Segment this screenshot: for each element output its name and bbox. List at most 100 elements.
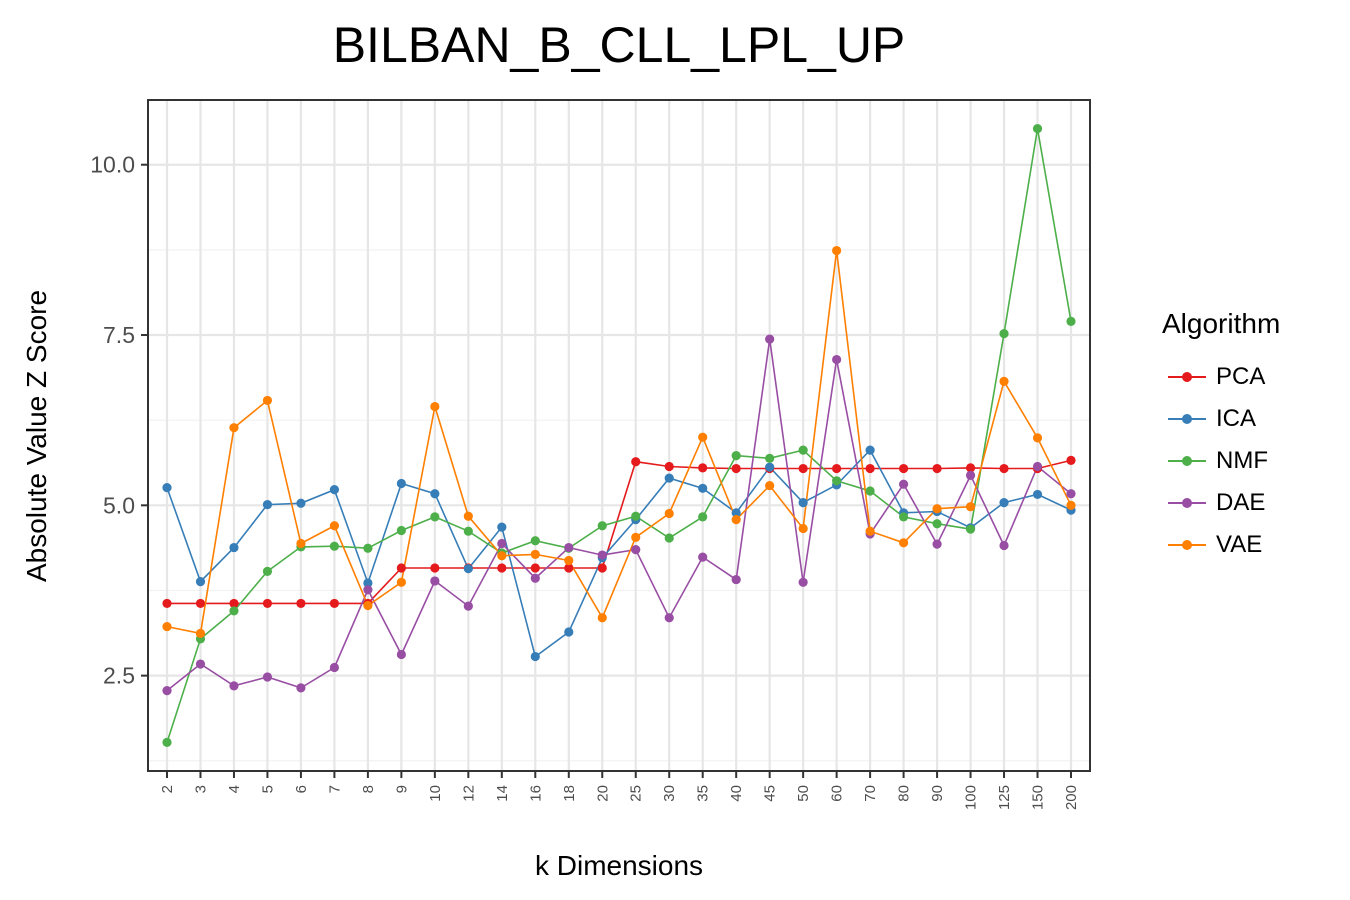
x-tick-label: 40: [728, 785, 745, 802]
x-tick-label: 50: [795, 785, 812, 802]
data-point-ica: [463, 564, 473, 574]
data-point-vae: [1032, 433, 1043, 443]
data-point-pca: [698, 463, 708, 473]
legend-item-pca: PCA: [1162, 356, 1280, 398]
x-tick-label: 16: [527, 785, 544, 802]
data-point-pca: [597, 563, 607, 573]
data-point-ica: [999, 498, 1009, 508]
legend-label: PCA: [1216, 363, 1266, 390]
data-point-dae: [597, 550, 607, 560]
data-point-dae: [564, 542, 574, 553]
data-point-pca: [530, 563, 540, 573]
data-point-vae: [765, 480, 775, 491]
data-point-dae: [497, 538, 507, 549]
data-point-dae: [329, 662, 340, 673]
data-point-ica: [296, 498, 306, 508]
x-tick-label: 4: [226, 785, 243, 793]
data-point-dae: [731, 574, 741, 585]
data-point-nmf: [329, 541, 340, 551]
data-point-vae: [296, 538, 306, 549]
legend-item-vae: VAE: [1162, 524, 1280, 566]
data-point-ica: [363, 578, 373, 588]
data-point-vae: [1066, 500, 1076, 510]
plot-background: [148, 100, 1090, 771]
data-point-ica: [765, 462, 775, 472]
data-point-ica: [162, 483, 172, 493]
x-tick-label: 125: [996, 785, 1013, 810]
data-point-pca: [898, 463, 909, 474]
legend-label: VAE: [1216, 531, 1263, 558]
data-point-pca: [664, 461, 674, 472]
data-point-dae: [530, 573, 540, 583]
data-point-nmf: [430, 512, 440, 522]
data-point-nmf: [530, 536, 540, 546]
data-point-ica: [698, 483, 708, 493]
data-point-pca: [965, 463, 976, 473]
data-point-pca: [229, 598, 239, 609]
data-point-dae: [832, 354, 842, 365]
legend-items: PCA ICA NMF DAE VAE: [1162, 356, 1280, 566]
data-point-pca: [162, 598, 172, 609]
data-point-pca: [430, 563, 440, 573]
data-point-vae: [932, 504, 942, 514]
data-point-vae: [430, 401, 440, 412]
data-point-ica: [664, 473, 674, 483]
x-tick-label: 35: [695, 785, 712, 802]
data-point-dae: [898, 479, 909, 489]
legend-item-nmf: NMF: [1162, 440, 1280, 482]
data-point-dae: [262, 672, 273, 682]
data-point-vae: [162, 621, 172, 632]
series-lines: [166, 128, 1072, 743]
data-point-nmf: [463, 526, 473, 536]
x-tick-label: 60: [829, 785, 846, 802]
x-tick-label: 9: [393, 785, 410, 793]
data-point-nmf: [765, 453, 775, 463]
x-tick-label: 25: [628, 785, 645, 802]
legend-label: ICA: [1216, 405, 1257, 432]
data-point-ica: [530, 651, 540, 662]
data-point-nmf: [229, 606, 239, 616]
data-point-ica: [497, 522, 507, 532]
legend-key-ica: [1162, 407, 1212, 431]
data-point-pca: [731, 463, 741, 474]
y-tick-label: 5.0: [103, 492, 135, 518]
data-point-pca: [195, 598, 206, 609]
data-point-nmf: [162, 737, 172, 747]
data-point-dae: [932, 539, 942, 549]
legend-key-nmf: [1162, 449, 1212, 473]
series-line-ica: [166, 448, 1072, 658]
x-tick-label: 8: [360, 785, 377, 793]
x-tick-label: 12: [460, 785, 477, 802]
data-point-vae: [229, 423, 239, 433]
data-point-dae: [296, 683, 306, 693]
legend-key-vae: [1162, 533, 1212, 557]
data-point-vae: [463, 511, 473, 521]
data-point-dae: [430, 576, 440, 586]
data-point-ica: [430, 489, 440, 499]
legend-item-dae: DAE: [1162, 482, 1280, 524]
legend-item-ica: ICA: [1162, 398, 1280, 440]
data-point-pca: [631, 457, 641, 467]
data-point-nmf: [731, 450, 741, 461]
x-tick-label: 45: [762, 785, 779, 802]
data-point-ica: [229, 542, 239, 553]
series-line-dae: [166, 338, 1072, 692]
data-point-vae: [497, 551, 507, 561]
data-point-vae: [999, 376, 1009, 386]
x-tick-label: 80: [896, 785, 913, 802]
x-tick-label: 150: [1030, 785, 1047, 810]
data-point-nmf: [865, 486, 875, 496]
data-point-nmf: [664, 533, 674, 543]
data-point-nmf: [698, 512, 708, 522]
data-point-vae: [832, 245, 842, 256]
data-point-vae: [363, 600, 373, 611]
x-tick-label: 70: [862, 785, 879, 802]
data-point-nmf: [898, 512, 909, 522]
series-points: [162, 124, 1076, 747]
data-point-nmf: [363, 543, 373, 553]
data-point-ica: [195, 577, 206, 587]
data-point-vae: [564, 555, 574, 566]
data-point-dae: [798, 577, 808, 587]
data-point-dae: [1066, 489, 1076, 499]
